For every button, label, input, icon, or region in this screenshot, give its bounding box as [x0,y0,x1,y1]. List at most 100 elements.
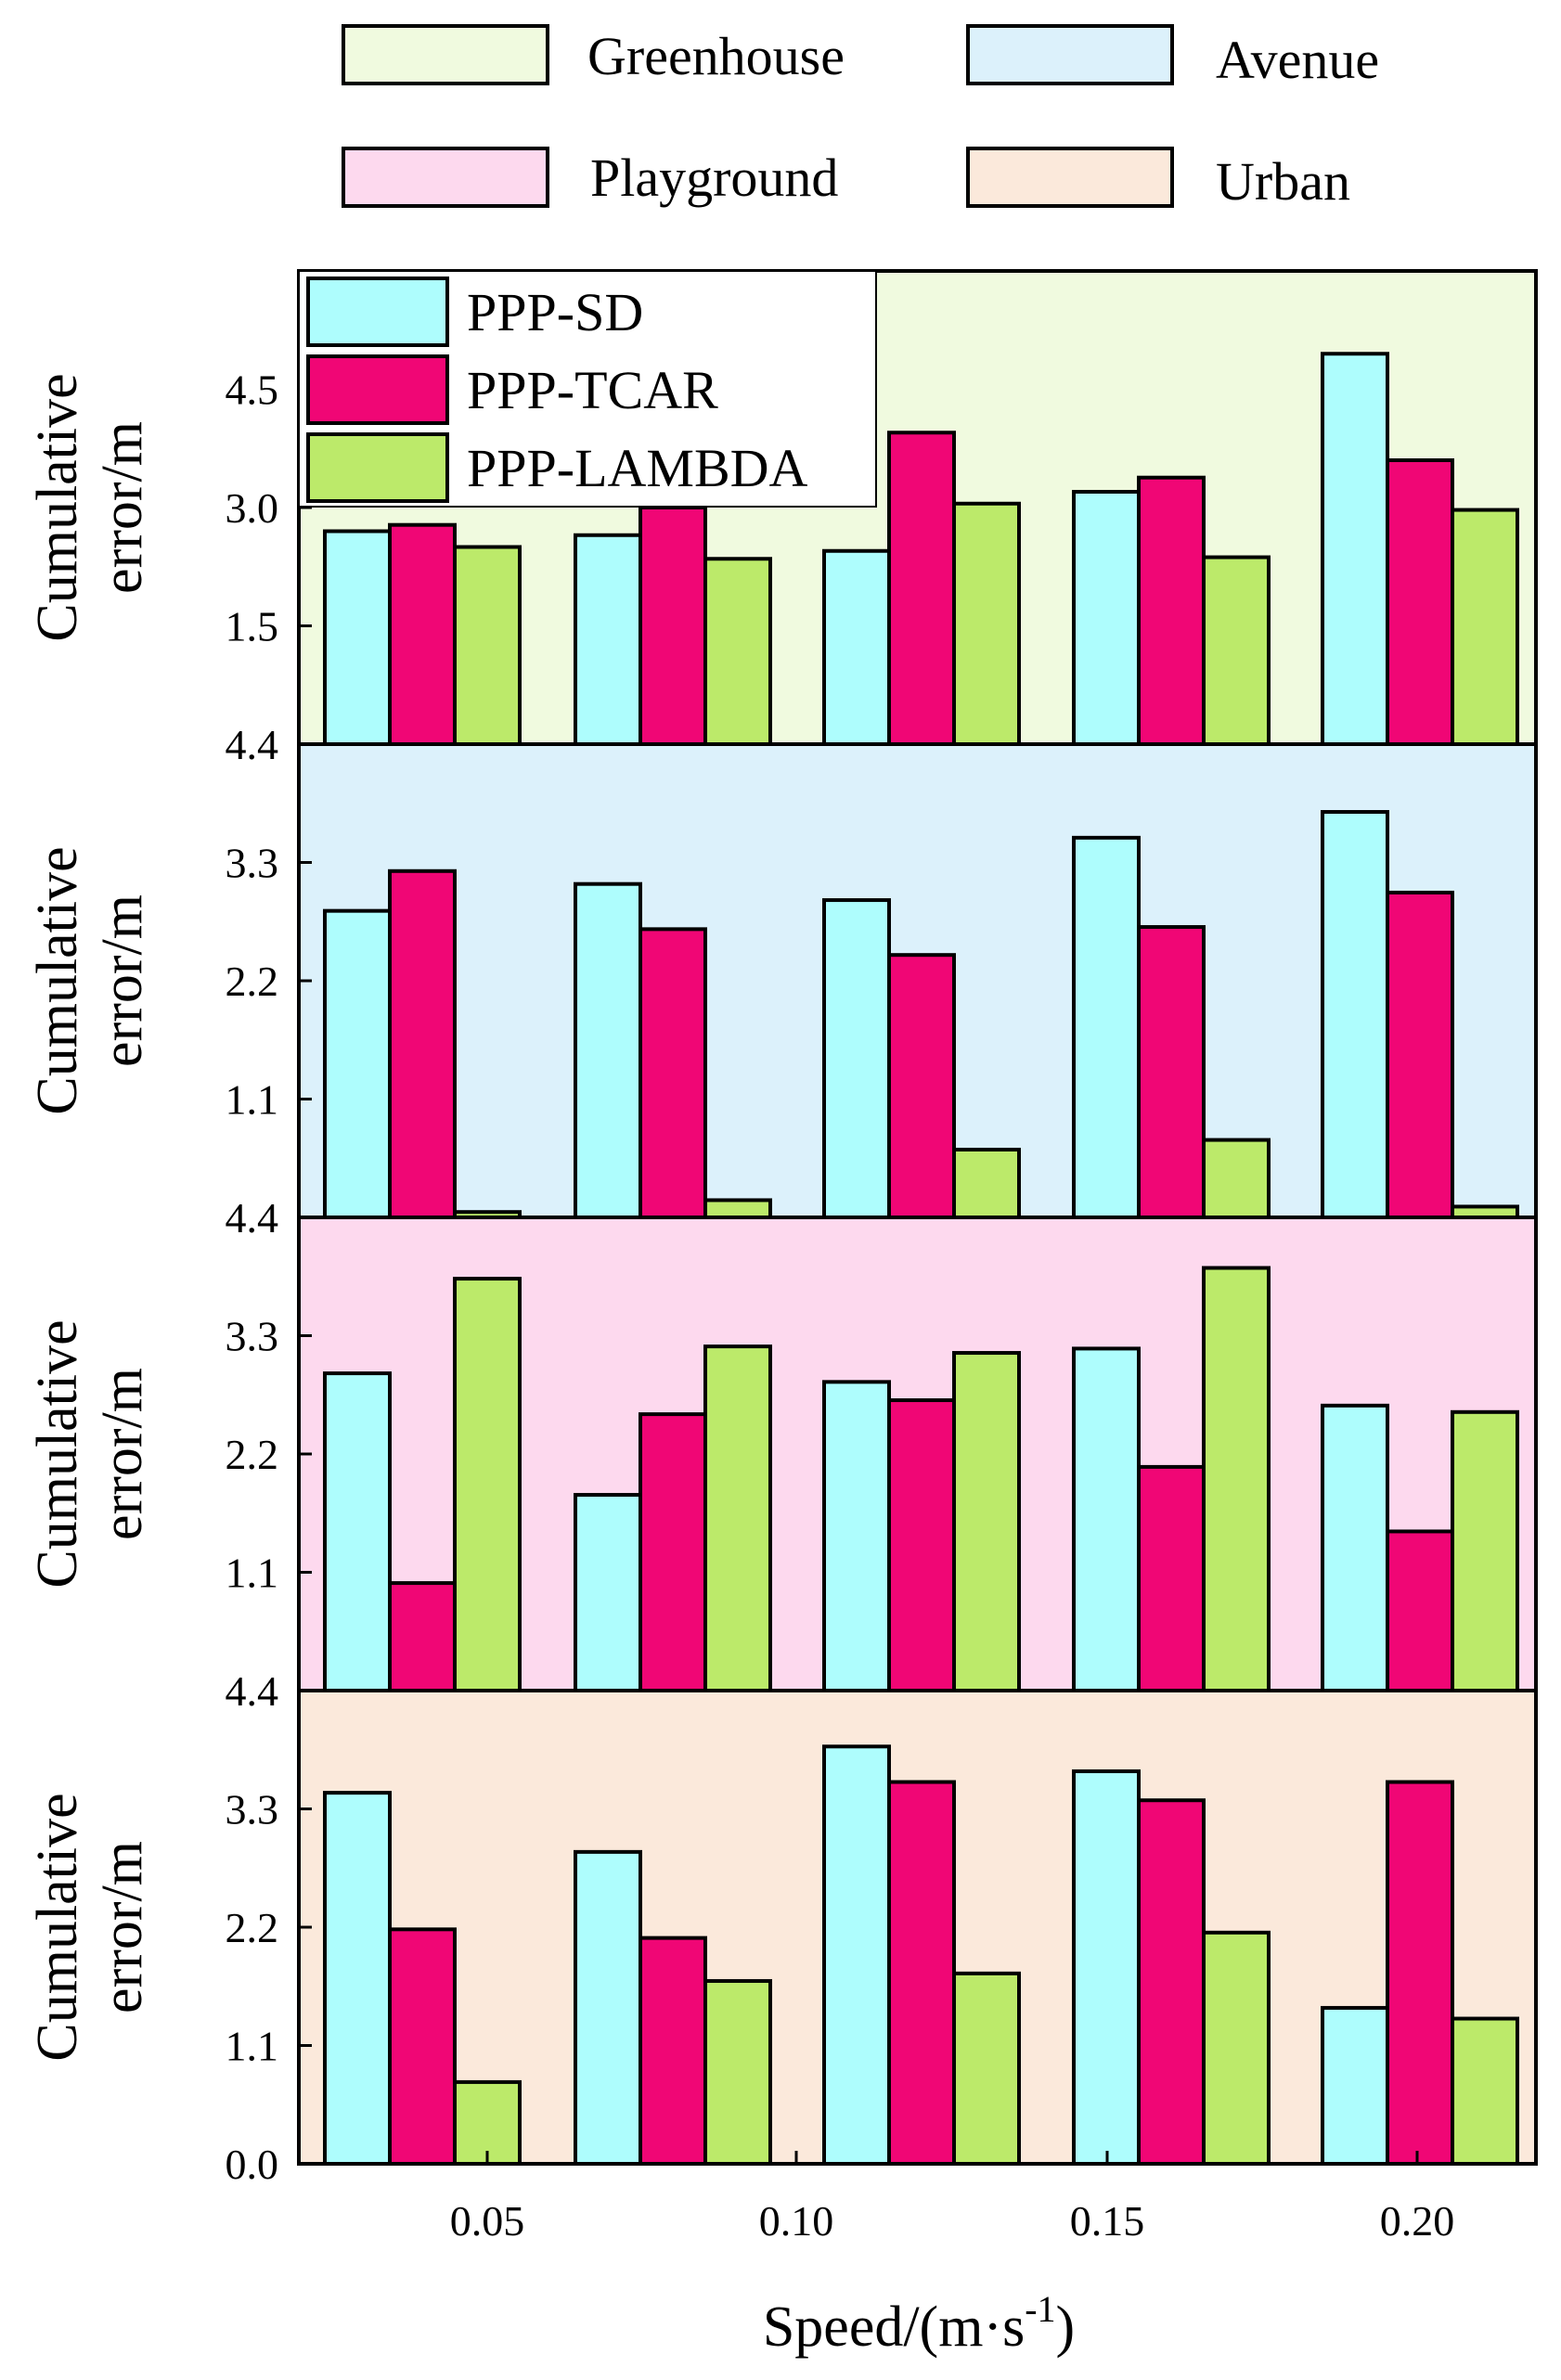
bar-avenue-ppp-tcar-g3 [887,953,956,1219]
bar-urban-ppp-lambda-g3 [952,1971,1021,2166]
x-axis-title-main: Speed/(m·s [763,2296,1025,2359]
panel-avenue: 1.1 2.2 3.3 4.4 Cumulativeerror/m [26,721,1538,1220]
bar-avenue-ppp-tcar-g1 [388,868,457,1219]
legend-label-avenue: Avenue [1216,30,1379,90]
series-label-ppp-tcar: PPP-TCAR [467,360,718,420]
bar-avenue-ppp-lambda-g2 [703,1198,772,1220]
bar-greenhouse-ppp-lambda-g1 [453,545,522,746]
y-tick-label: 1.1 [226,1076,279,1124]
bar-playground-ppp-tcar-g3 [887,1398,956,1692]
bar-urban-ppp-sd-g2 [574,1849,642,2166]
bar-greenhouse-ppp-sd-g3 [822,548,891,746]
bar-greenhouse-ppp-lambda-g3 [952,501,1021,746]
y-axis-title-line-2: error/m [91,894,154,1067]
panel-playground: 1.1 2.2 3.3 4.4 Cumulativeerror/m [26,1194,1538,1693]
legend-swatch-avenue [966,24,1174,85]
x-axis: 0.05 0.10 0.15 0.20 Speed/(m·s-1) [450,2151,1455,2359]
bar-greenhouse-ppp-tcar-g5 [1386,458,1454,746]
bar-playground-ppp-tcar-g1 [388,1581,457,1693]
bar-playground-ppp-sd-g5 [1321,1403,1389,1693]
y-tick-label: 4.5 [226,367,279,414]
y-tick-label: 2.2 [226,1904,279,1951]
bar-urban-ppp-lambda-g5 [1451,2016,1519,2166]
environment-legend: Greenhouse Avenue Playground Urban [342,24,1379,212]
bar-playground-ppp-sd-g4 [1072,1346,1141,1692]
legend-label-playground: Playground [590,148,838,208]
bar-playground-ppp-sd-g3 [822,1380,891,1693]
y-axis-title-line-1: Cumulative [26,373,89,641]
bar-urban-ppp-sd-g5 [1321,2005,1389,2167]
bar-playground-ppp-sd-g2 [574,1493,642,1692]
bar-avenue-ppp-tcar-g4 [1137,925,1206,1220]
bar-greenhouse-ppp-tcar-g3 [887,431,956,746]
bar-playground-ppp-lambda-g3 [952,1351,1021,1692]
bar-playground-ppp-tcar-g4 [1137,1464,1206,1692]
bar-urban-ppp-sd-g1 [323,1791,392,2166]
bar-avenue-ppp-sd-g4 [1072,835,1141,1219]
bar-greenhouse-ppp-tcar-g2 [639,506,707,746]
y-tick-label: 3.3 [226,1313,279,1360]
bar-playground-ppp-sd-g1 [323,1371,392,1693]
bar-greenhouse-ppp-lambda-g2 [703,557,772,746]
bar-greenhouse-ppp-lambda-g5 [1451,508,1519,746]
y-axis-title-line-1: Cumulative [26,1793,89,2061]
series-swatch-ppp-sd [306,277,449,347]
series-legend: PPP-SD PPP-TCAR PPP-LAMBDA [298,270,877,508]
y-tick-label: 4.4 [226,721,279,768]
series-label-ppp-sd: PPP-SD [467,282,643,342]
chart-panels: 1.53.04.5Cumulativeerror/m1.12.23.34.4Cu… [26,269,1538,2188]
y-tick-label: 0.0 [226,2141,279,2188]
x-tick-label: 0.15 [1070,2197,1145,2245]
series-swatch-ppp-tcar [306,354,449,425]
bar-urban-ppp-tcar-g4 [1137,1798,1206,2167]
bar-playground-ppp-lambda-g4 [1202,1266,1271,1693]
bar-greenhouse-ppp-sd-g4 [1072,490,1141,746]
y-tick-label: 1.1 [226,2023,279,2070]
series-swatch-ppp-lambda [306,432,449,503]
bar-urban-ppp-lambda-g4 [1202,1930,1271,2166]
bar-urban-ppp-tcar-g1 [388,1927,457,2166]
bar-urban-ppp-lambda-g2 [703,1978,772,2167]
bar-avenue-ppp-sd-g3 [822,898,891,1219]
legend-swatch-urban [966,147,1174,208]
bar-playground-ppp-tcar-g5 [1386,1529,1454,1693]
bar-avenue-ppp-tcar-g2 [639,927,707,1219]
legend-label-greenhouse: Greenhouse [587,26,845,86]
legend-swatch-greenhouse [342,24,549,85]
y-axis-title: Cumulativeerror/m [26,1319,154,1588]
y-axis-title: Cumulativeerror/m [26,373,154,641]
bar-playground-ppp-lambda-g5 [1451,1409,1519,1692]
panel-greenhouse: 1.5 3.0 4.5 Cumulativeerror/m [26,269,1538,747]
bar-urban-ppp-tcar-g5 [1386,1780,1454,2166]
bar-urban-ppp-lambda-g1 [453,2079,522,2167]
bar-urban-ppp-sd-g3 [822,1744,891,2166]
bar-avenue-ppp-tcar-g5 [1386,890,1454,1219]
y-axis-title-line-2: error/m [91,1368,154,1540]
legend-label-urban: Urban [1216,151,1350,212]
bar-playground-ppp-tcar-g2 [639,1412,707,1692]
y-tick-label: 1.5 [226,603,279,650]
y-tick-label: 2.2 [226,1431,279,1478]
x-tick-label: 0.05 [450,2197,525,2245]
bar-greenhouse-ppp-tcar-g4 [1137,475,1206,746]
y-axis-title-line-1: Cumulative [26,1319,89,1588]
bar-urban-ppp-tcar-g3 [887,1780,956,2166]
x-tick-label: 0.20 [1380,2197,1455,2245]
bar-playground-ppp-lambda-g1 [453,1277,522,1693]
y-axis-title-line-1: Cumulative [26,846,89,1114]
bar-playground-ppp-lambda-g2 [703,1344,772,1693]
y-tick-label: 3.0 [226,484,279,532]
y-tick-label: 4.4 [226,1667,279,1715]
y-axis-title-line-2: error/m [91,1841,154,2013]
bar-avenue-ppp-lambda-g3 [952,1147,1021,1220]
bar-greenhouse-ppp-lambda-g4 [1202,555,1271,746]
x-axis-title: Speed/(m·s-1) [763,2288,1075,2359]
bar-avenue-ppp-sd-g5 [1321,810,1389,1219]
y-tick-label: 3.3 [226,1786,279,1833]
bar-avenue-ppp-sd-g1 [323,908,392,1220]
x-axis-title-close: ) [1056,2296,1076,2359]
x-axis-title-exponent: -1 [1025,2288,1055,2330]
bar-avenue-ppp-sd-g2 [574,881,642,1219]
bar-urban-ppp-sd-g4 [1072,1769,1141,2166]
